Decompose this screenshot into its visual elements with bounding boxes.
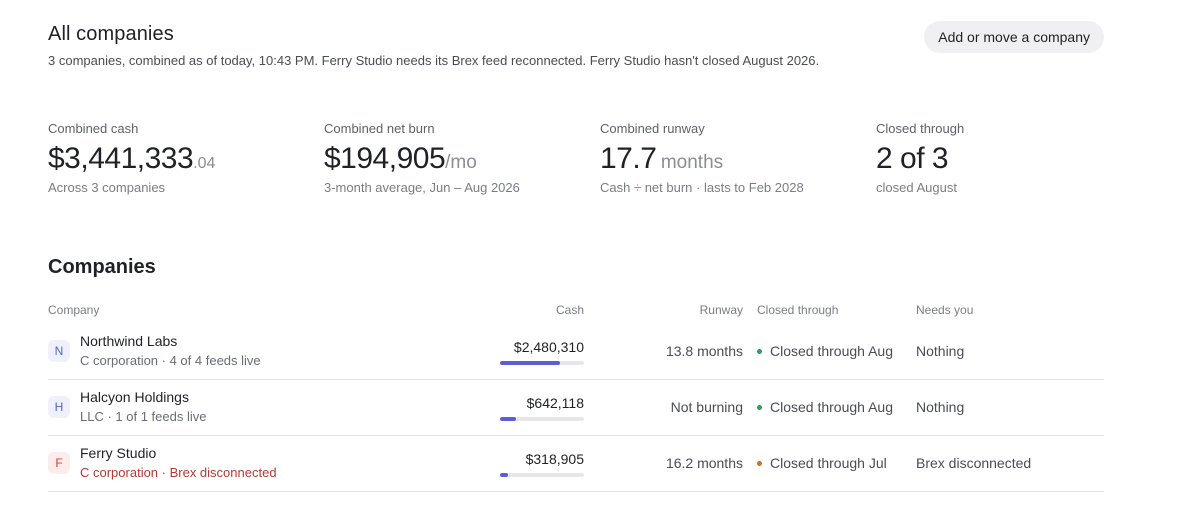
table-header: Company Cash Runway Closed through Needs… [48,296,1104,324]
company-needs-you: Nothing [916,343,965,359]
company-closed-through: Closed through Aug [757,343,893,359]
table-row[interactable]: N Northwind Labs C corporation · 4 of 4 … [48,324,1104,380]
column-header-needs-you: Needs you [916,303,974,317]
stat-value-main: $194,905 [324,142,446,175]
page-title: All companies [48,23,174,45]
status-dot-icon [757,460,762,466]
stat-subtext: Across 3 companies [48,180,166,195]
table-row[interactable]: H Halcyon Holdings LLC · 1 of 1 feeds li… [48,380,1104,436]
companies-section-title: Companies [48,256,156,278]
company-meta: LLC · 1 of 1 feeds live [80,409,207,424]
company-meta: C corporation · 4 of 4 feeds live [80,353,261,368]
stat-subtext: Cash ÷ net burn · lasts to Feb 2028 [600,180,804,195]
cash-share-bar [500,473,584,477]
cash-share-fill [500,417,516,421]
add-or-move-company-button[interactable]: Add or move a company [924,21,1104,53]
stat-combined-net-burn: Combined net burn $194,905/mo 3-month av… [324,121,600,195]
company-runway: Not burning [670,399,743,415]
page: All companies 3 companies, combined as o… [48,0,1104,520]
cash-share-bar [500,417,584,421]
stat-label: Combined cash [48,121,139,136]
company-name[interactable]: Halcyon Holdings [80,389,189,405]
table-row[interactable]: F Ferry Studio C corporation · Brex disc… [48,436,1104,492]
page-subtitle: 3 companies, combined as of today, 10:43… [48,53,820,68]
company-cash: $2,480,310 [513,339,584,355]
closed-through-label: Closed through Aug [770,399,893,415]
stat-value: $194,905/mo [324,142,600,178]
stat-label: Combined net burn [324,121,435,136]
company-needs-you: Nothing [916,399,965,415]
stat-closed-through: Closed through 2 of 3 closed August [876,121,1152,195]
stat-value: $3,441,333.04 [48,142,324,178]
company-closed-through: Closed through Aug [757,399,893,415]
stat-subtext: 3-month average, Jun – Aug 2026 [324,180,520,195]
stat-subtext: closed August [876,180,957,195]
company-runway: 13.8 months [665,343,743,359]
company-needs-you[interactable]: Brex disconnected [916,455,1032,471]
column-header-runway: Runway [699,303,743,317]
stat-value-suffix: /mo [445,152,477,173]
company-cash: $318,905 [525,451,584,467]
company-runway: 16.2 months [665,455,743,471]
company-closed-through: Closed through Jul [757,455,887,471]
closed-through-label: Closed through Jul [770,455,887,471]
cash-share-fill [500,473,508,477]
closed-through-label: Closed through Aug [770,343,893,359]
cash-share-bar [500,361,584,365]
stat-value-main: 2 of 3 [876,142,949,175]
stat-value-suffix: months [660,152,724,173]
stat-value-main: 17.7 [600,142,657,175]
status-dot-icon [757,348,762,354]
stat-combined-runway: Combined runway 17.7 months Cash ÷ net b… [600,121,876,195]
stat-combined-cash: Combined cash $3,441,333.04 Across 3 com… [48,121,324,195]
company-meta: C corporation · Brex disconnected [80,465,277,480]
cash-share-fill [500,361,561,365]
company-initial-icon: H [48,396,70,418]
stat-value-main: $3,441,333 [48,142,194,175]
company-initial-icon: F [48,452,70,474]
company-name[interactable]: Ferry Studio [80,445,157,461]
company-initial-icon: N [48,340,70,362]
stat-value: 2 of 3 [876,142,1152,178]
company-cash: $642,118 [526,395,584,411]
column-header-company: Company [48,303,100,317]
stat-label: Closed through [876,121,965,136]
stat-value: 17.7 months [600,142,876,178]
companies-table: Company Cash Runway Closed through Needs… [48,296,1104,492]
status-dot-icon [757,404,762,410]
column-header-cash: Cash [555,303,584,317]
stat-value-cents: .04 [193,155,216,172]
stat-label: Combined runway [600,121,705,136]
column-header-closed-through: Closed through [757,303,839,317]
company-name[interactable]: Northwind Labs [80,333,178,349]
